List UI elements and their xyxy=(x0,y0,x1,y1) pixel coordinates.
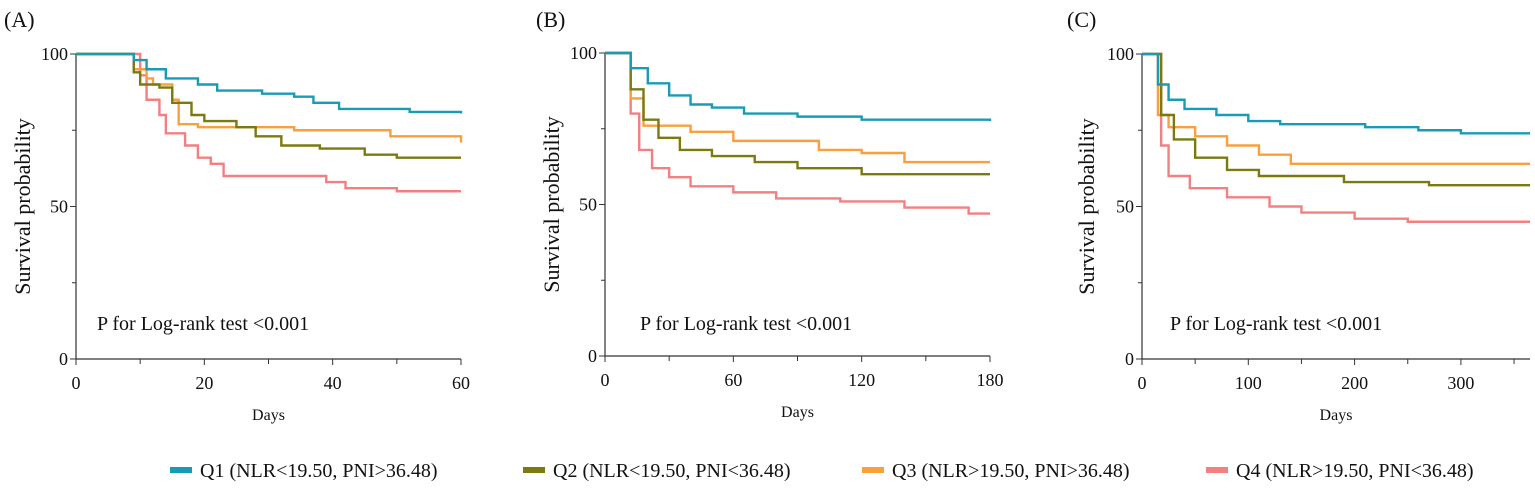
panel-label: (C) xyxy=(1067,7,1096,32)
legend-label: Q3 (NLR>19.50, PNI>36.48) xyxy=(892,460,1130,482)
y-tick-label: 50 xyxy=(50,197,68,217)
panel-label: (B) xyxy=(536,7,565,32)
survival-curve-q3 xyxy=(605,51,990,164)
y-tick-label: 0 xyxy=(588,346,597,366)
legend-swatch xyxy=(1206,467,1228,473)
logrank-annotation: P for Log-rank test <0.001 xyxy=(640,313,852,335)
panel-a: (A) 0 50 100 0 20 40 60 Days Survival probability… xyxy=(4,7,470,424)
x-axis-label: Days xyxy=(781,404,814,421)
x-tick-label: 120 xyxy=(848,370,875,390)
legend-swatch xyxy=(170,467,192,473)
y-tick-label: 0 xyxy=(59,349,68,369)
y-axis-label: Survival probability xyxy=(10,118,35,295)
survival-curve-q4 xyxy=(76,52,461,193)
panel-label: (A) xyxy=(4,7,35,32)
legend-item-q3: Q3 (NLR>19.50, PNI>36.48) xyxy=(862,460,1130,482)
panel-b: (B) 0 50 100 0 60 120 180 Days Survival probabili… xyxy=(536,7,1004,421)
x-tick-label: 100 xyxy=(1235,373,1262,393)
y-tick-label: 100 xyxy=(570,43,597,63)
legend-item-q2: Q2 (NLR<19.50, PNI<36.48) xyxy=(523,460,791,482)
survival-curve-q2 xyxy=(605,51,990,176)
x-tick-label: 0 xyxy=(1138,373,1147,393)
legend: Q1 (NLR<19.50, PNI>36.48) Q2 (NLR<19.50, … xyxy=(170,460,1474,482)
legend-item-q4: Q4 (NLR>19.50, PNI<36.48) xyxy=(1206,460,1474,482)
x-tick-label: 20 xyxy=(195,373,213,393)
x-tick-label: 0 xyxy=(601,370,610,390)
y-tick-label: 50 xyxy=(1116,197,1134,217)
survival-curve-q4 xyxy=(605,51,990,215)
y-axis-label: Survival probability xyxy=(539,116,564,293)
legend-label: Q1 (NLR<19.50, PNI>36.48) xyxy=(200,460,438,482)
legend-item-q1: Q1 (NLR<19.50, PNI>36.48) xyxy=(170,460,438,482)
y-tick-label: 50 xyxy=(579,195,597,215)
survival-curve-q1 xyxy=(605,51,992,122)
x-axis-label: Days xyxy=(252,407,285,424)
legend-label: Q2 (NLR<19.50, PNI<36.48) xyxy=(553,460,791,482)
y-tick-label: 100 xyxy=(41,44,68,64)
survival-curve-q1 xyxy=(1142,52,1530,135)
legend-label: Q4 (NLR>19.50, PNI<36.48) xyxy=(1236,460,1474,482)
x-tick-label: 0 xyxy=(72,373,81,393)
x-tick-label: 40 xyxy=(324,373,342,393)
logrank-annotation: P for Log-rank test <0.001 xyxy=(97,313,309,335)
survival-curve-q2 xyxy=(76,52,461,159)
survival-curve-q1 xyxy=(76,52,463,114)
survival-curve-q4 xyxy=(1142,52,1530,223)
y-tick-label: 0 xyxy=(1125,349,1134,369)
logrank-annotation: P for Log-rank test <0.001 xyxy=(1170,313,1382,335)
legend-swatch xyxy=(862,467,884,473)
y-axis-label: Survival probability xyxy=(1074,118,1099,295)
x-tick-label: 200 xyxy=(1341,373,1368,393)
x-axis-label: Days xyxy=(1320,407,1353,424)
survival-curve-q3 xyxy=(76,52,463,143)
y-tick-label: 100 xyxy=(1107,44,1134,64)
legend-swatch xyxy=(523,467,545,473)
x-tick-label: 60 xyxy=(452,373,470,393)
panel-c: (C) 0 50 100 0 100 200 300 Days Survival probabil… xyxy=(1067,7,1530,424)
x-tick-label: 180 xyxy=(977,370,1004,390)
survival-curve-q2 xyxy=(1142,52,1530,187)
x-tick-label: 300 xyxy=(1447,373,1474,393)
x-tick-label: 60 xyxy=(724,370,742,390)
